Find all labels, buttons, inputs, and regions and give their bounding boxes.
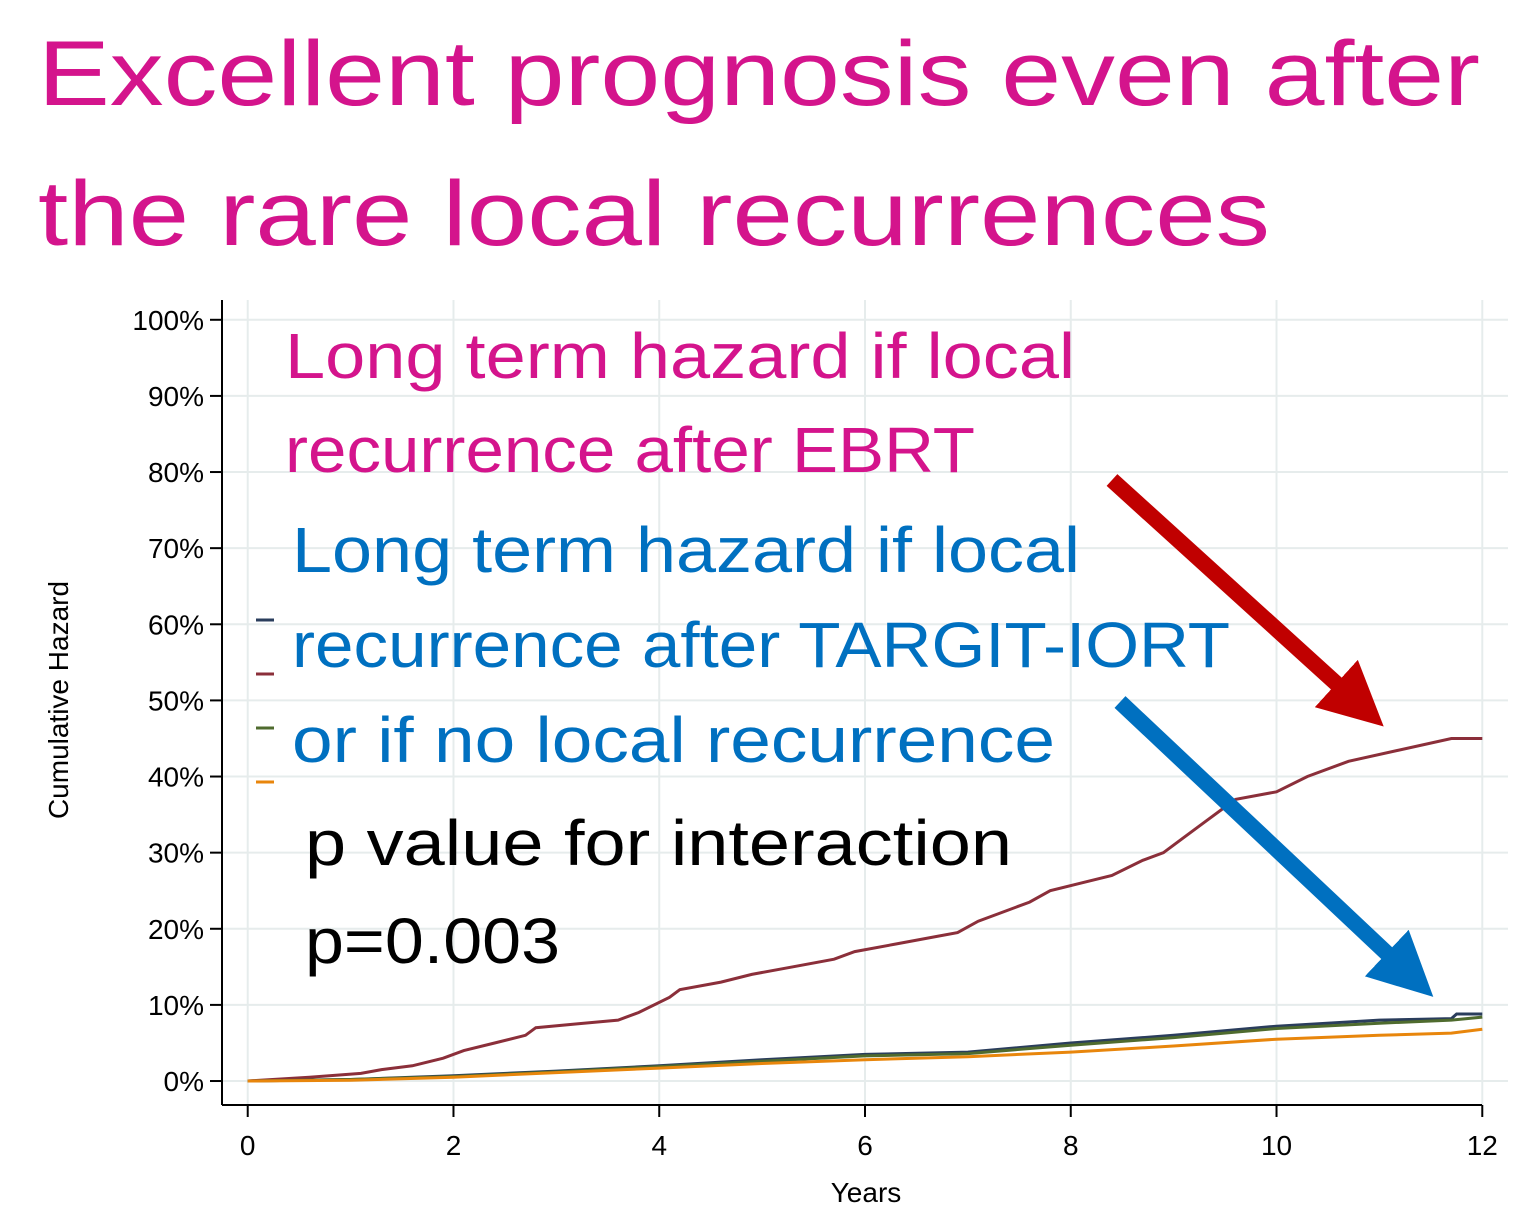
arrow <box>1106 474 1384 727</box>
annotation: p value for interaction <box>305 807 1012 879</box>
annotations: Long term hazard if local recurrence afte… <box>285 320 1230 977</box>
axes: 0% 10% 20% 30% 40% 50% 60% 70% 80% 90% 100% 0 2 4 6 8 10… <box>43 300 1498 1208</box>
x-tick-label: 10 <box>1261 1130 1292 1161</box>
y-tick-label: 50% <box>148 685 204 716</box>
y-tick-label: 0% <box>164 1066 204 1097</box>
series-line <box>247 737 1483 1083</box>
annotation: recurrence after TARGIT-IORT <box>292 609 1230 681</box>
annotation: p=0.003 <box>305 905 560 977</box>
x-tick-label: 2 <box>446 1130 462 1161</box>
series-line <box>247 1027 1483 1083</box>
arrow <box>1114 696 1434 997</box>
y-tick-label: 70% <box>148 533 204 564</box>
chart-title: the rare local recurrences <box>38 163 1270 265</box>
y-tick-label: 20% <box>148 914 204 945</box>
grid <box>222 300 1508 1105</box>
y-tick-label: 10% <box>148 990 204 1021</box>
chart-title: Excellent prognosis even after <box>38 23 1480 125</box>
y-axis-label: Cumulative Hazard <box>43 581 74 819</box>
x-tick-label: 12 <box>1467 1130 1498 1161</box>
x-tick-label: 8 <box>1063 1130 1079 1161</box>
lines <box>247 618 1483 1083</box>
y-tick-label: 90% <box>148 381 204 412</box>
x-tick-label: 6 <box>857 1130 873 1161</box>
x-axis-label: Years <box>831 1177 902 1208</box>
y-tick-label: 40% <box>148 762 204 793</box>
annotation: recurrence after EBRT <box>285 414 975 486</box>
y-tick-label: 30% <box>148 838 204 869</box>
annotation: Long term hazard if local <box>292 514 1080 586</box>
y-tick-label: 80% <box>148 457 204 488</box>
x-tick-label: 4 <box>651 1130 667 1161</box>
annotation: Long term hazard if local <box>285 320 1075 392</box>
annotation: or if no local recurrence <box>292 704 1055 776</box>
y-tick-label: 100% <box>132 305 204 336</box>
y-tick-label: 60% <box>148 609 204 640</box>
x-tick-label: 0 <box>240 1130 256 1161</box>
